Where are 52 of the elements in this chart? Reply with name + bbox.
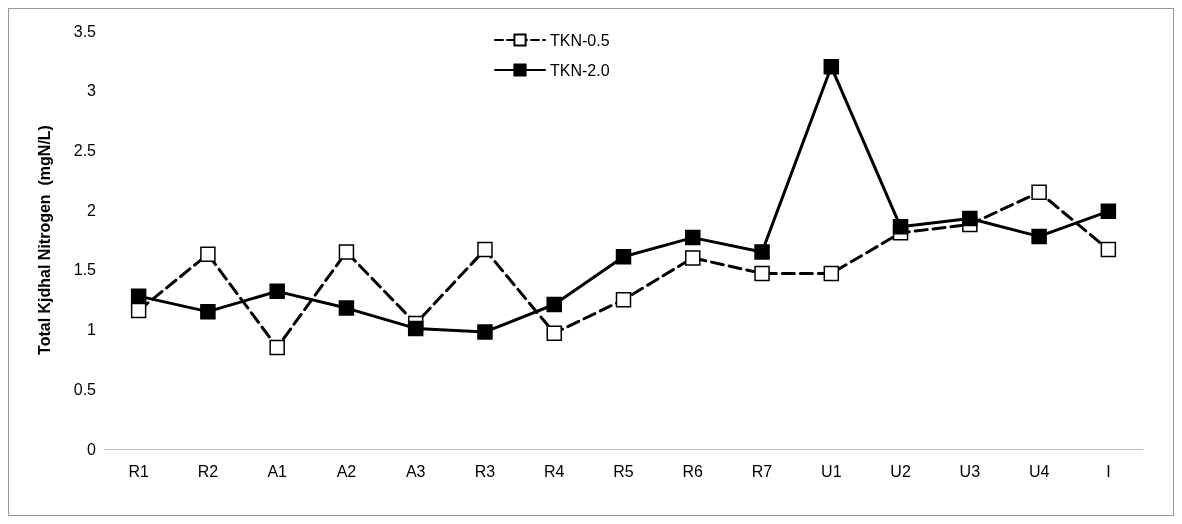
- x-tick-label: A3: [405, 462, 426, 480]
- point: [754, 265, 770, 282]
- y-tick-label: 2: [87, 201, 97, 219]
- point: [962, 210, 978, 227]
- point: [269, 283, 285, 300]
- y-tick-label: 0: [87, 440, 97, 458]
- x-tick-label: R7: [751, 462, 773, 480]
- y-tick-label: 3: [87, 82, 97, 100]
- point: [615, 291, 632, 308]
- y-tick-label: 2.5: [73, 141, 97, 159]
- x-tick-label: R6: [682, 462, 704, 480]
- point: [823, 59, 840, 75]
- point: [685, 229, 701, 246]
- y-tick-label: 3.5: [73, 22, 97, 40]
- x-tick-label: R5: [613, 462, 634, 480]
- x-tick-label: R4: [544, 462, 565, 480]
- point: [823, 265, 840, 282]
- point: [546, 325, 562, 341]
- point: [477, 324, 493, 340]
- legend-label: TKN-2.0: [550, 61, 610, 79]
- point: [1100, 241, 1117, 258]
- y-tick-label: 1: [87, 321, 97, 339]
- x-tick-label: A1: [267, 462, 288, 480]
- point: [546, 296, 562, 313]
- x-tick-label: U2: [890, 462, 911, 480]
- x-tick-label: U4: [1028, 462, 1050, 480]
- point: [200, 303, 216, 320]
- point: [754, 244, 770, 260]
- point: [200, 246, 216, 263]
- point: [892, 219, 909, 235]
- y-axis-title: Total Kjdhal Nitrogen (mgN/L): [35, 125, 53, 355]
- x-tick-label: I: [1106, 462, 1111, 480]
- x-tick-label: R2: [197, 462, 219, 480]
- point: [338, 300, 355, 316]
- point: [269, 339, 285, 356]
- x-tick-label: R3: [474, 462, 496, 480]
- point: [130, 288, 147, 304]
- y-tick-label: 1.5: [73, 261, 97, 279]
- point: [1100, 203, 1117, 220]
- x-tick-label: U3: [959, 462, 981, 480]
- x-tick-label: U1: [821, 462, 842, 480]
- point: [1031, 184, 1047, 200]
- y-tick-label: 0.5: [73, 380, 97, 398]
- x-tick-label: A2: [336, 462, 357, 480]
- x-tick-label: R1: [128, 462, 149, 480]
- point: [477, 241, 493, 258]
- point: [407, 320, 424, 337]
- point: [615, 248, 632, 265]
- point: [685, 250, 701, 266]
- point: [1031, 228, 1047, 245]
- legend-label: TKN-0.5: [550, 31, 610, 49]
- point: [338, 244, 355, 260]
